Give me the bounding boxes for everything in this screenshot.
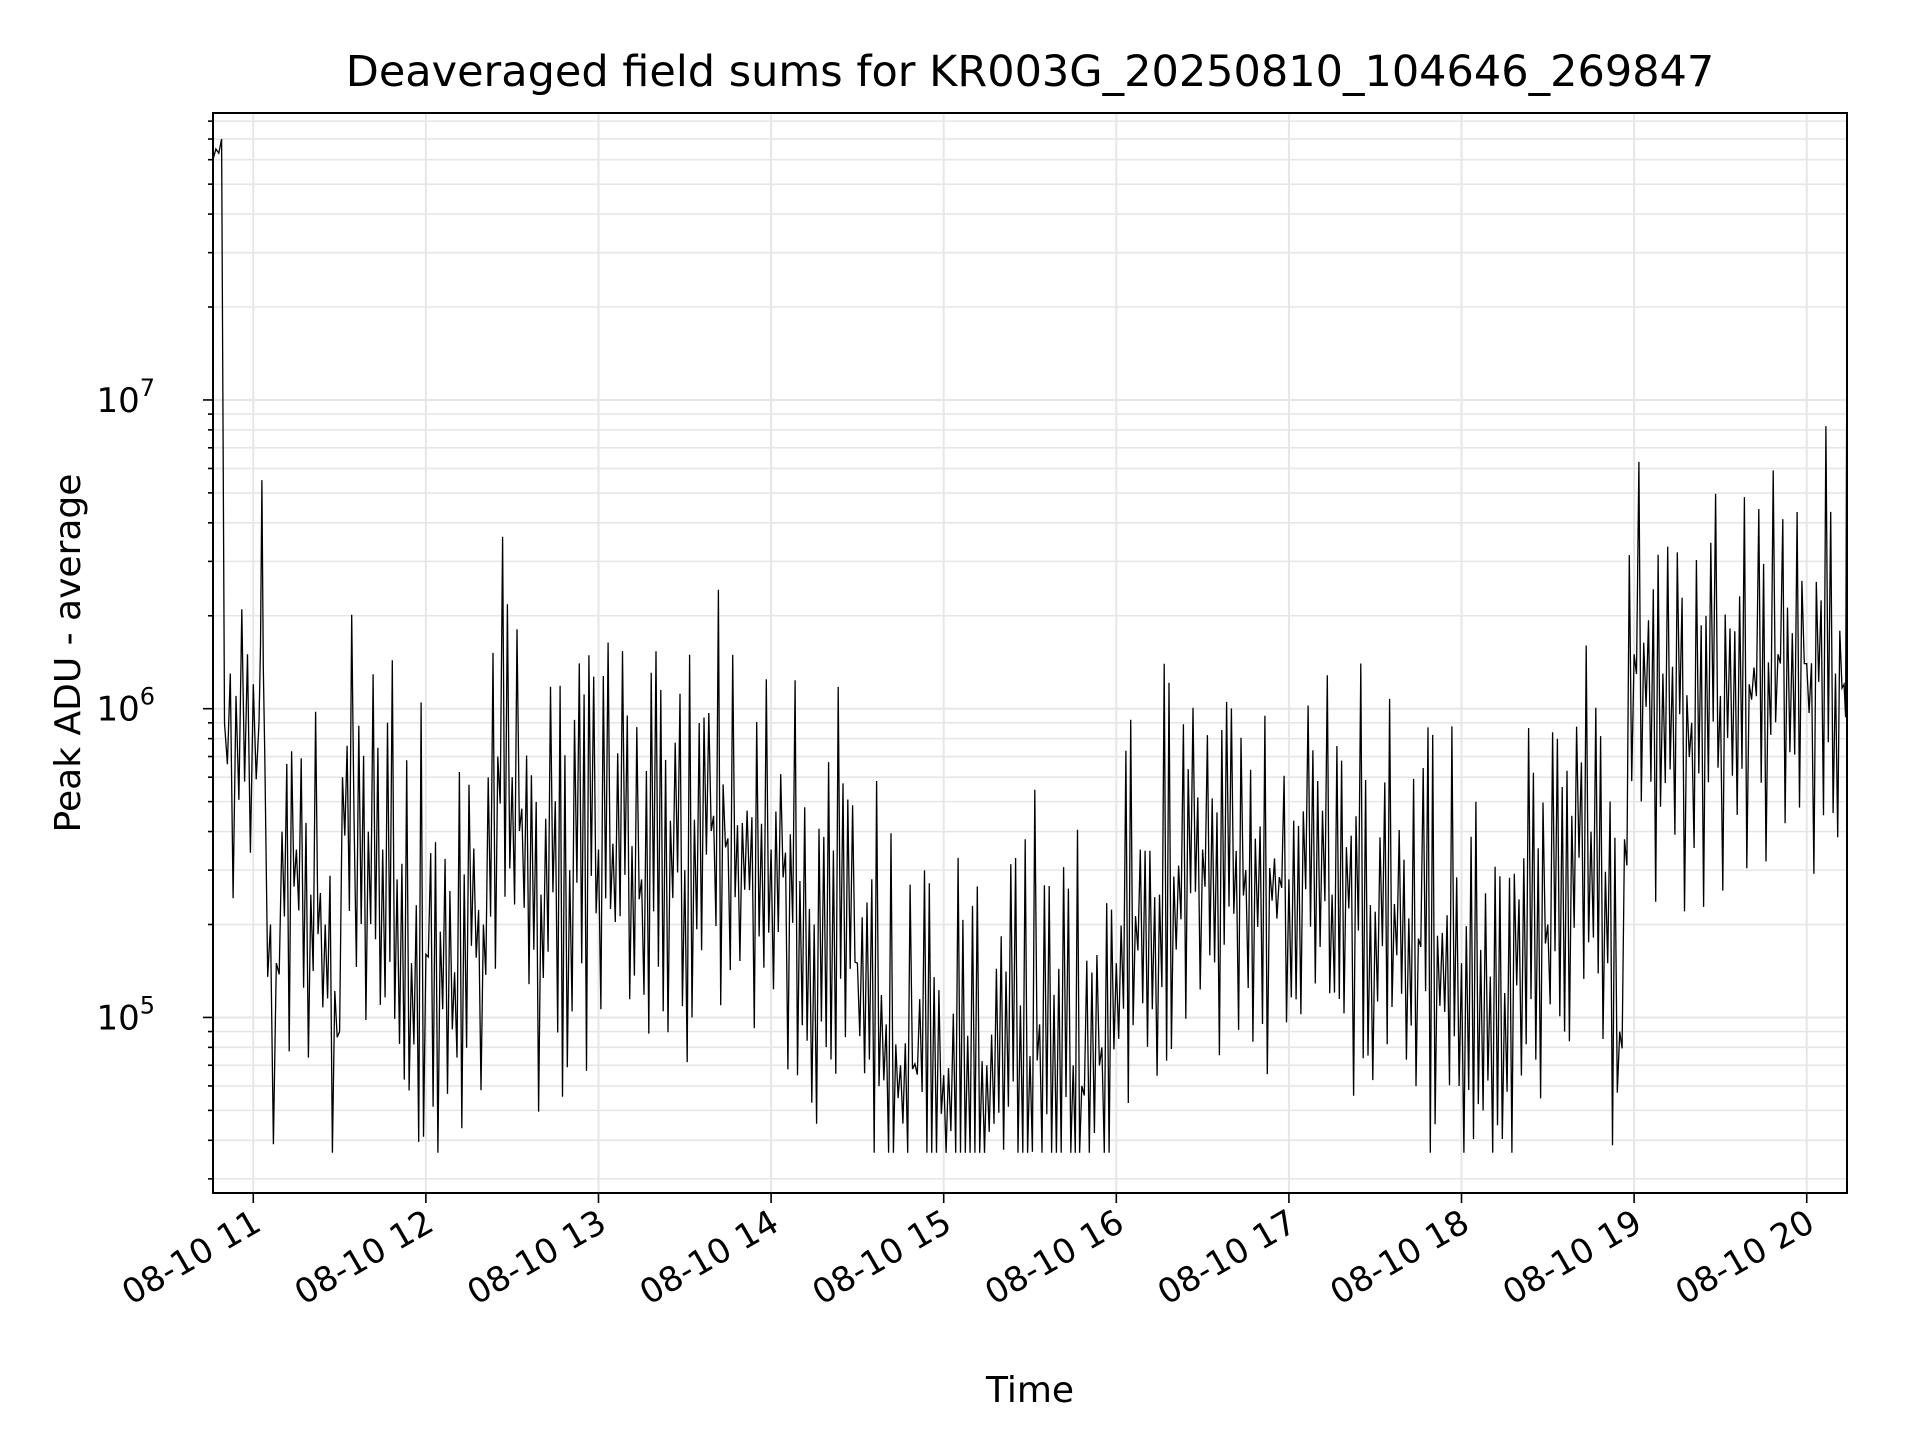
- data-line-group: [212, 138, 1848, 1153]
- y-tick-label: 107: [96, 374, 155, 421]
- chart-title: Deaveraged field sums for KR003G_2025081…: [346, 47, 1715, 97]
- y-axis-label: Peak ADU - average: [48, 474, 89, 833]
- y-tick-label: 106: [96, 683, 155, 730]
- plot-frame: [212, 112, 1848, 1194]
- y-tick-base: 10: [96, 381, 139, 421]
- y-tick-base: 10: [96, 690, 139, 730]
- y-tick-exponent: 6: [140, 683, 155, 711]
- y-tick-exponent: 5: [140, 991, 155, 1019]
- x-axis-label: Time: [985, 1370, 1074, 1411]
- y-tick-exponent: 7: [140, 374, 155, 402]
- y-tick-base: 10: [96, 998, 139, 1038]
- data-series-line: [212, 138, 1848, 1153]
- y-tick-label: 105: [96, 991, 155, 1038]
- grid: [213, 113, 1847, 1193]
